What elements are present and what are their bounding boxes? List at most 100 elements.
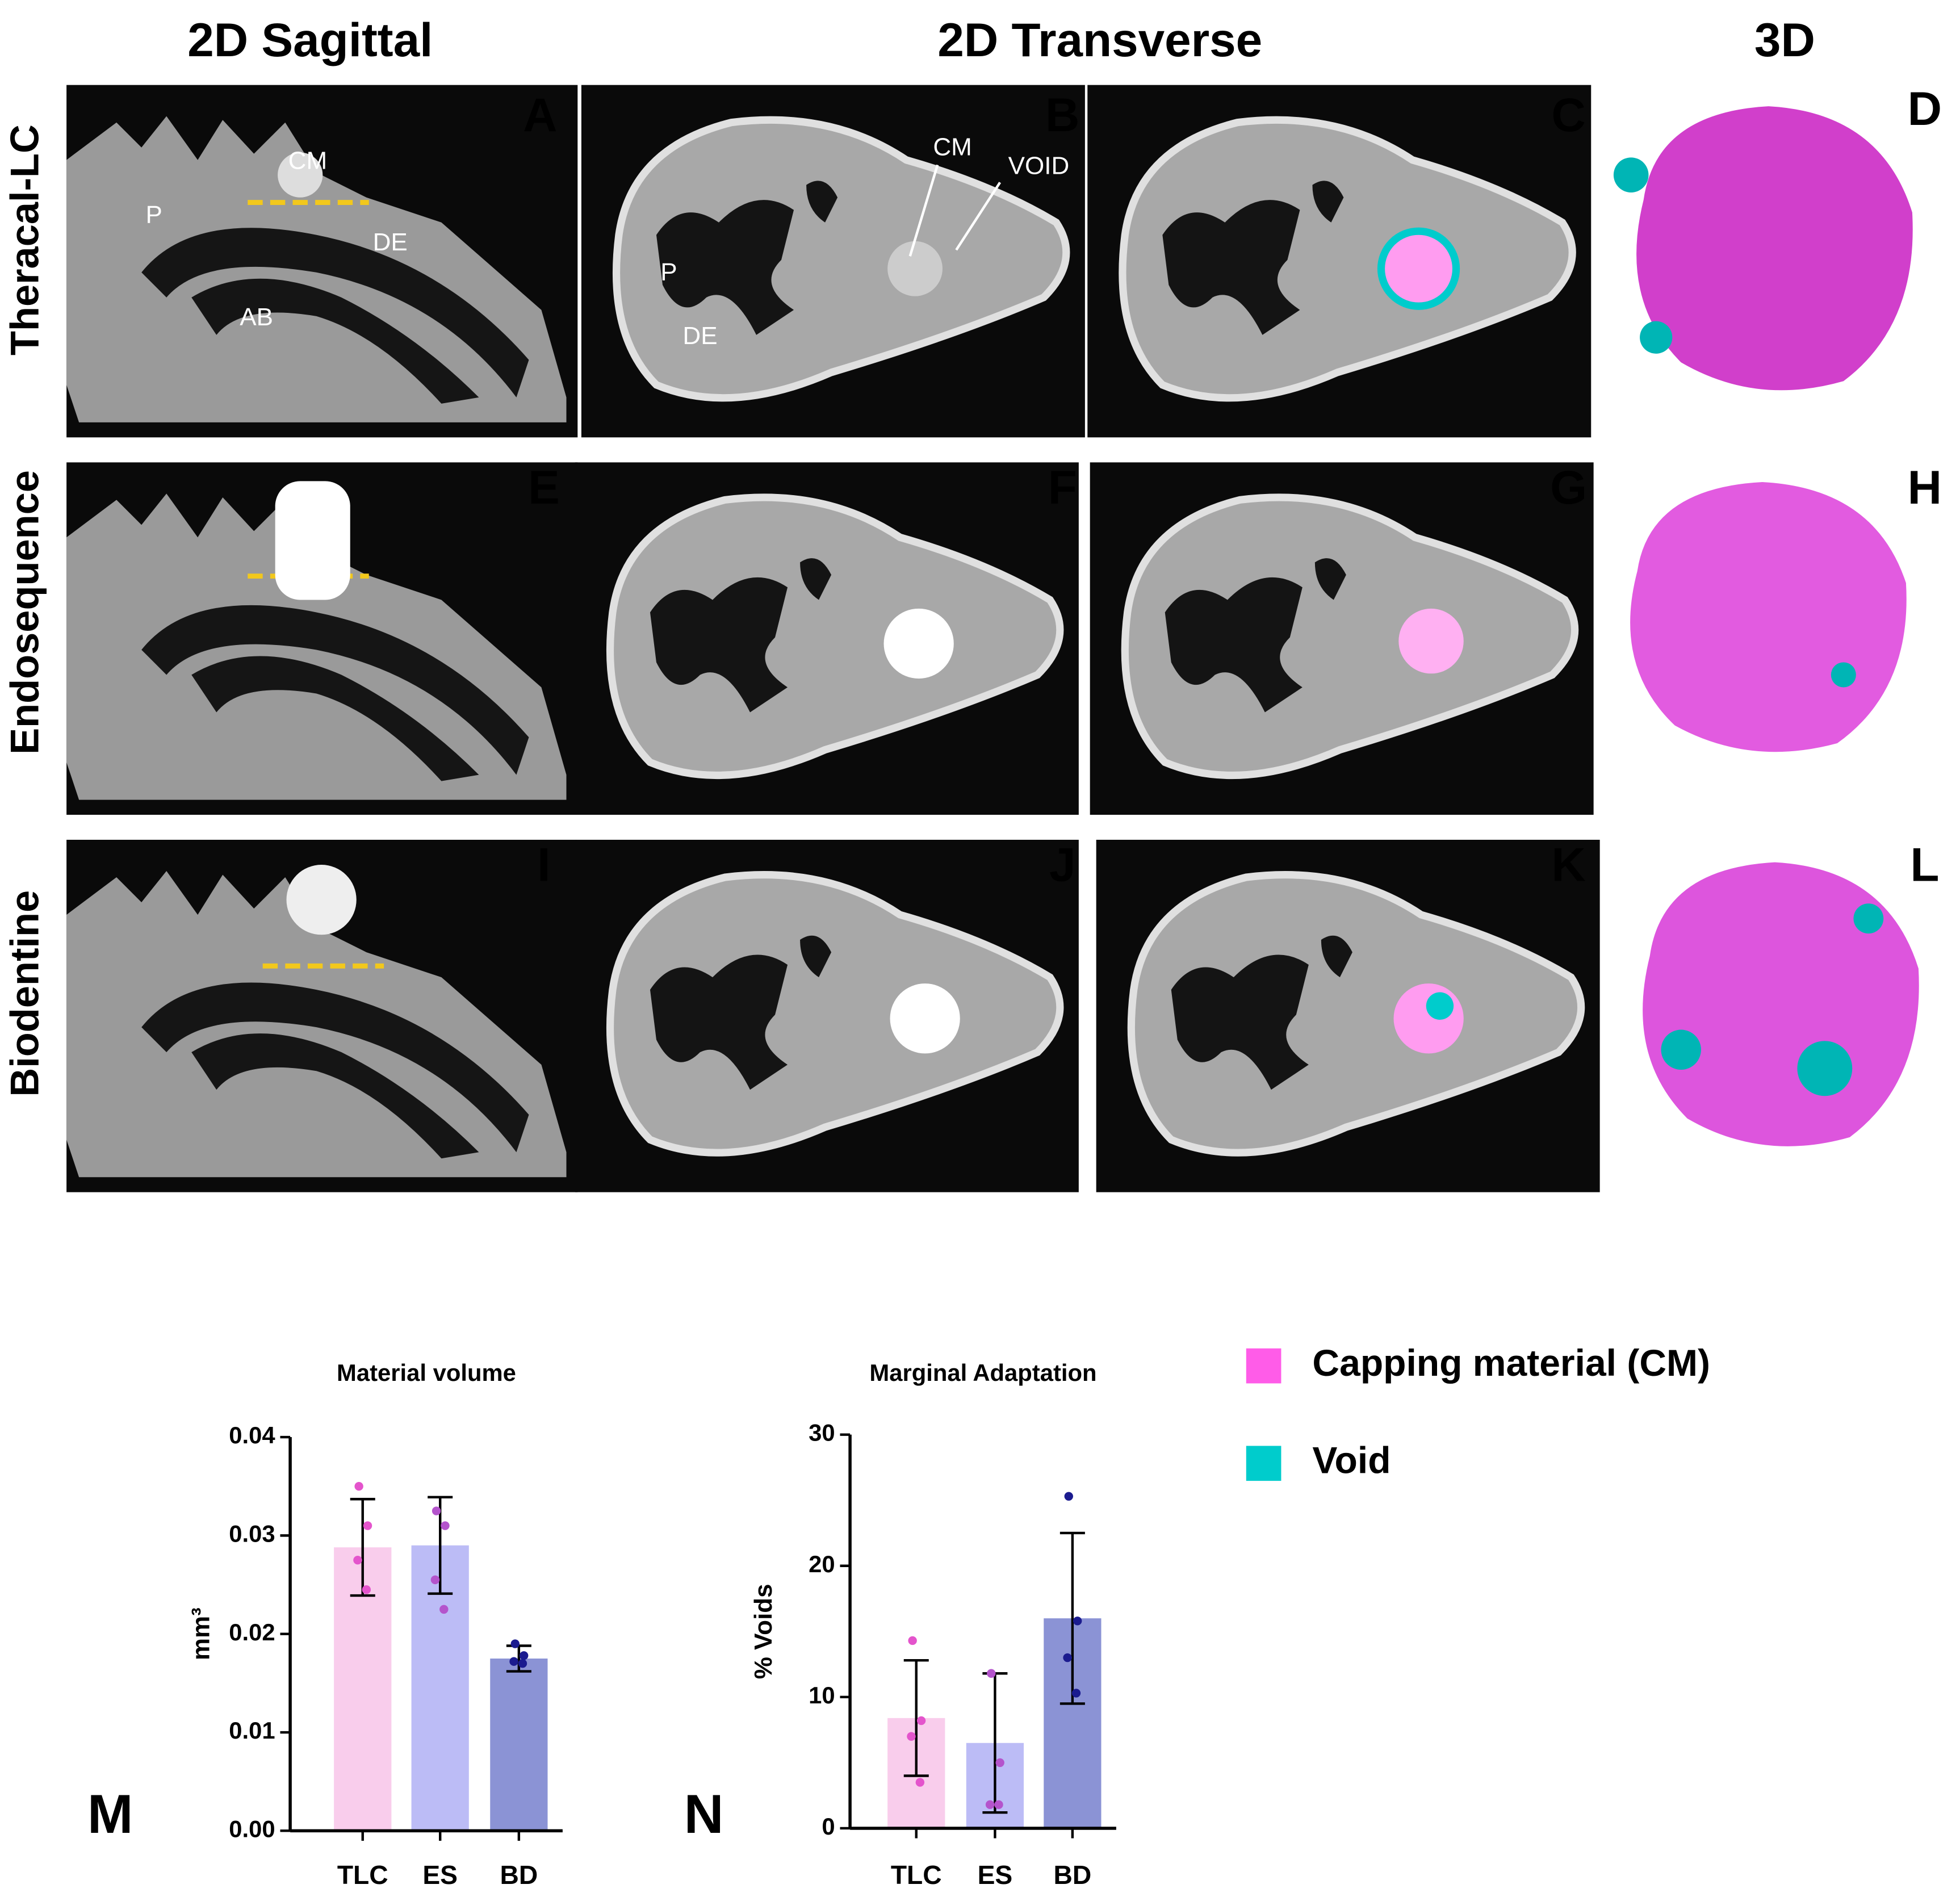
legend-swatch [1246, 1446, 1281, 1481]
data-point [1064, 1492, 1073, 1501]
data-point [987, 1669, 996, 1678]
y-tick-label: 30 [809, 1419, 835, 1446]
panel-letter: D [1908, 82, 1942, 135]
annotation: VOID [1008, 152, 1070, 180]
column-header: 2D Transverse [937, 13, 1262, 66]
data-point [354, 1482, 363, 1491]
data-point [916, 1716, 926, 1726]
y-tick-label: 0.03 [229, 1520, 275, 1547]
panel-letters: A B C DE F G HI J K L [523, 82, 1942, 891]
data-point [441, 1521, 450, 1530]
panel-letter: A [523, 88, 557, 141]
transverse-image [1087, 85, 1591, 438]
panel-letter: I [537, 838, 550, 891]
panel-letter: E [528, 460, 560, 514]
row-label: Biodentine [2, 890, 47, 1097]
data-point [907, 1732, 916, 1741]
y-tick-label: 20 [809, 1551, 835, 1577]
void-render [1797, 1041, 1853, 1096]
void-render [1661, 1029, 1701, 1070]
material-overlay [1393, 983, 1464, 1054]
material [883, 608, 954, 679]
transverse-image [1090, 462, 1594, 815]
y-axis-label: mm³ [187, 1607, 215, 1660]
legend: Capping material (CM) Void [1246, 1342, 1710, 1481]
data-point [518, 1659, 527, 1668]
void-render [1613, 157, 1649, 192]
material [286, 865, 357, 935]
charts: Material volume mm³ M TLC ES BD 0.00 0.01 0.02 0.… [87, 1359, 1116, 1890]
material-overlay [1398, 608, 1464, 674]
void-render [1831, 662, 1856, 688]
data-point [915, 1778, 925, 1787]
chart-title: Material volume [337, 1359, 516, 1386]
y-tick-label: 0.01 [229, 1717, 275, 1744]
annotation: DE [373, 228, 408, 256]
data-point [509, 1657, 518, 1666]
legend-swatch [1246, 1348, 1281, 1384]
panel-letter: L [1910, 838, 1939, 891]
void-render [1853, 903, 1884, 934]
transverse-image [575, 462, 1079, 815]
panel-letter: B [1045, 88, 1079, 141]
bar [490, 1659, 548, 1831]
y-axis-label: % Voids [749, 1584, 777, 1679]
data-point [362, 1585, 371, 1594]
panel-letter: N [684, 1783, 724, 1845]
data-point [994, 1800, 1003, 1810]
annotation: AB [240, 303, 273, 331]
y-tick-label: 0 [822, 1813, 835, 1840]
data-point [908, 1636, 917, 1645]
void-render [1640, 321, 1673, 354]
annotation: CM [933, 133, 971, 161]
x-tick-label: BD [500, 1860, 538, 1890]
panel-letter: H [1908, 460, 1942, 514]
annotation: P [660, 258, 677, 286]
row-label: Endosequence [2, 470, 47, 755]
data-point [995, 1758, 1004, 1768]
panel-letter: C [1551, 88, 1585, 141]
3d-render [1643, 862, 1919, 1146]
data-point [439, 1605, 449, 1614]
pointer [908, 164, 939, 257]
y-tick-label: 0.02 [229, 1619, 275, 1645]
data-point [430, 1575, 440, 1585]
transverse-image [1096, 840, 1600, 1192]
data-point [353, 1556, 362, 1565]
x-tick-label: TLC [891, 1860, 942, 1890]
column-header: 3D [1754, 13, 1815, 66]
data-point [1073, 1617, 1082, 1626]
pointer [955, 182, 1002, 251]
column-header: 2D Sagittal [187, 13, 433, 66]
3d-render [1630, 482, 1907, 752]
annotation: DE [682, 322, 717, 350]
panel-letter: J [1049, 838, 1076, 891]
annotation: P [146, 200, 162, 228]
chart-title: Marginal Adaptation [869, 1359, 1096, 1386]
x-tick-label: BD [1054, 1860, 1092, 1890]
transverse-image [581, 85, 1085, 438]
panel-letter: F [1048, 460, 1077, 514]
material-overlay [1377, 227, 1460, 310]
panel-letter: M [87, 1783, 133, 1845]
panel-letter: K [1551, 838, 1585, 891]
sagittal-image [66, 85, 578, 438]
data-point [519, 1651, 529, 1660]
data-point [1063, 1653, 1072, 1663]
y-tick-label: 0.04 [229, 1422, 275, 1448]
y-tick-label: 10 [809, 1682, 835, 1708]
data-point [363, 1521, 372, 1530]
data-point [510, 1639, 520, 1648]
material [890, 983, 960, 1054]
x-tick-label: TLC [337, 1860, 388, 1890]
panel-letter: G [1550, 460, 1587, 514]
data-point [1071, 1689, 1081, 1698]
annotation: CM [288, 147, 327, 175]
3d-render [1636, 106, 1913, 391]
data-point [985, 1800, 995, 1810]
transverse-image [575, 840, 1079, 1192]
material [275, 481, 350, 600]
material [278, 152, 323, 198]
void-overlay [1426, 992, 1454, 1020]
x-tick-label: ES [978, 1860, 1013, 1890]
